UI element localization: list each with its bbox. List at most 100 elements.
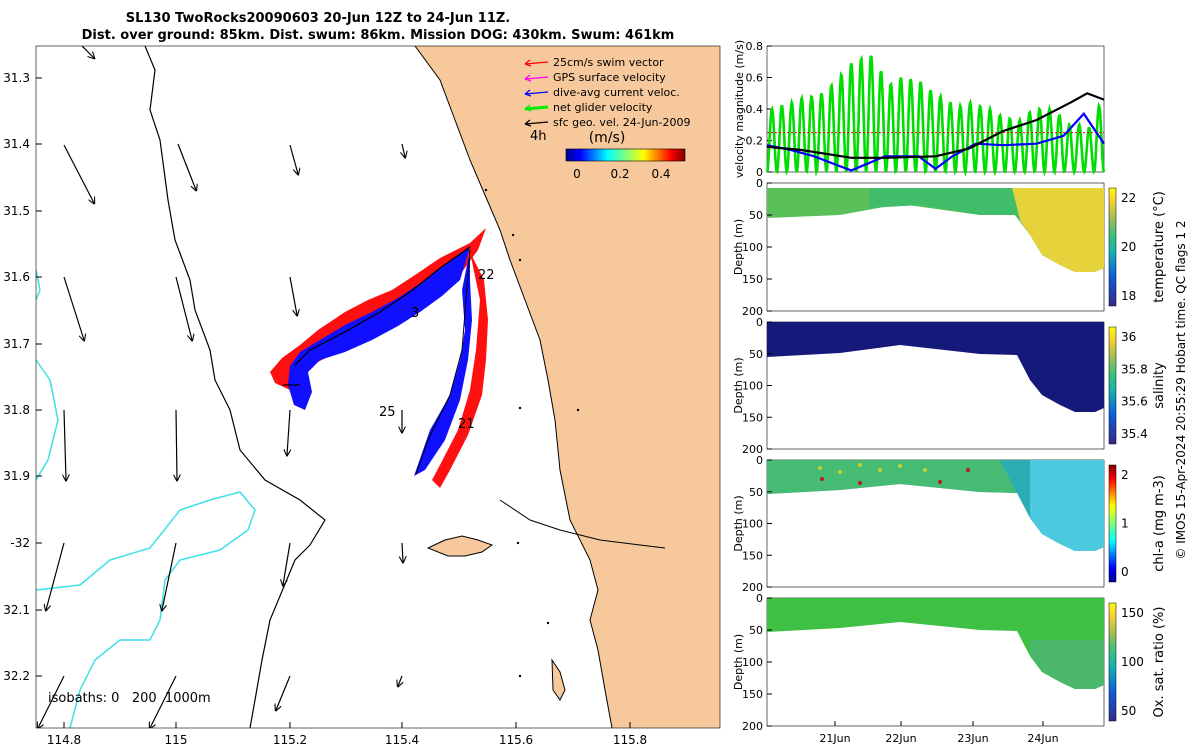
figure-title-line1: SL130 TwoRocks20090603 20-Jun 12Z to 24-…	[126, 11, 511, 26]
island	[426, 535, 494, 557]
colorbar-tick-label: 0	[1121, 565, 1129, 579]
velocity-plot: 0 0.2 0.4 0.6 0.8	[746, 40, 1106, 179]
map-xtick-label: 115.6	[499, 733, 533, 747]
land-area	[415, 46, 720, 728]
colorbar-tick-label: 20	[1121, 240, 1136, 254]
chl-section	[766, 459, 1105, 588]
day-label-22: 22	[478, 268, 495, 283]
chl-cyan	[1030, 460, 1104, 551]
map-axes: 114.8 115 115.2 115.4 115.6 115.8 31.3 31.4 31.5…	[3, 71, 647, 747]
map-xtick-label: 115.4	[385, 733, 419, 747]
velocity-ylabel: velocity magnitude (m/s)	[733, 40, 746, 178]
figure-title-line2: Dist. over ground: 85km. Dist. swum: 86k…	[82, 28, 675, 43]
colorbar-tick-label: 50	[1121, 704, 1136, 718]
colorbar-label: salinity	[1152, 362, 1167, 409]
time-tick-label: 21Jun	[819, 732, 850, 745]
glider-track	[270, 228, 488, 488]
colorbar-label: chl-a (mg m-3)	[1152, 475, 1167, 572]
colorbar-tick-label: 36	[1121, 330, 1136, 344]
track-line-north	[294, 246, 471, 366]
isobath-200	[144, 46, 326, 728]
track-line-south	[415, 249, 471, 475]
map-ytick-label: 31.7	[3, 337, 30, 351]
section-ytick-label: 50	[749, 624, 763, 637]
isobath-200-lower	[499, 499, 666, 549]
section-ytick-label: 0	[756, 592, 763, 605]
cbar-tick-0: 0	[573, 167, 581, 181]
speed-colorbar	[565, 148, 686, 162]
salinity-field	[767, 322, 1104, 412]
legend-swatch	[524, 61, 549, 65]
island-small	[551, 658, 566, 701]
oxygen-field	[767, 598, 1104, 689]
isobath-1000-b	[36, 359, 59, 481]
section-ytick-label: 0	[756, 454, 763, 467]
colorbar-label: Ox. sat. ratio (%)	[1152, 607, 1167, 718]
map-ytick-label: 31.3	[3, 71, 30, 85]
legend-label: sfc geo. vel. 24-Jun-2009	[553, 116, 690, 129]
oxygen-lower	[1030, 640, 1104, 689]
salinity-section	[766, 321, 1105, 450]
cbar-tick-1: 0.2	[610, 167, 629, 181]
colorbar-tick-label: 35.4	[1121, 427, 1148, 441]
colorbar-tick-label: 18	[1121, 289, 1136, 303]
section-colorbar	[1108, 326, 1117, 445]
section-ytick-label: 100	[742, 518, 763, 531]
colorbar-tick-label: 35.8	[1121, 362, 1148, 376]
colorbar-tick-label: 150	[1121, 606, 1144, 620]
section-colorbar	[1108, 602, 1117, 722]
time-marker: 4h	[530, 129, 547, 144]
day-label-25: 25	[379, 405, 396, 420]
temperature-warm-tail	[1012, 188, 1104, 272]
section-ytick-label: 100	[742, 241, 763, 254]
vel-ytick-label: 0	[756, 166, 763, 179]
geo-velocity-arrows	[38, 46, 405, 728]
time-tick-label: 23Jun	[957, 732, 988, 745]
section-ytick-label: 150	[742, 273, 763, 286]
section-ylabel: Depth (m)	[732, 634, 745, 690]
section-ytick-label: 50	[749, 209, 763, 222]
section-ytick-label: 50	[749, 486, 763, 499]
map-xtick-label: 115.8	[613, 733, 647, 747]
colorbar-tick-label: 35.6	[1121, 395, 1148, 409]
legend-arrowhead	[524, 119, 532, 127]
map-ytick-label: 31.4	[3, 137, 30, 151]
section-ytick-label: 200	[742, 720, 763, 733]
section-ytick-label: 200	[742, 581, 763, 594]
section-colorbar	[1108, 187, 1117, 307]
section-ytick-label: 150	[742, 688, 763, 701]
vel-ytick-label: 0.2	[746, 135, 764, 148]
credit-text: © IMOS 15-Apr-2024 20:55:29 Hobart time.…	[1174, 220, 1188, 559]
legend-arrowhead	[524, 89, 532, 97]
chl-green	[767, 460, 1017, 494]
section-colorbar	[1108, 464, 1117, 583]
map-ytick-label: 31.6	[3, 270, 30, 284]
legend-swatch	[524, 121, 549, 125]
section-ytick-label: 0	[756, 177, 763, 190]
swim-vector-fringe-south	[432, 252, 488, 488]
colorbar-tick-label: 2	[1121, 468, 1129, 482]
current-band-north	[288, 247, 470, 410]
legend-label: dive-avg current veloc.	[553, 86, 680, 99]
dive-avg-current-line	[766, 111, 1105, 172]
legend-swatch	[524, 76, 549, 80]
section-ytick-label: 150	[742, 411, 763, 424]
map-xtick-label: 115	[165, 733, 188, 747]
vel-ytick-label: 0.8	[746, 40, 764, 53]
section-ylabel: Depth (m)	[732, 357, 745, 413]
cbar-tick-2: 0.4	[651, 167, 670, 181]
coastline	[414, 46, 613, 728]
colorbar-label: temperature (°C)	[1152, 191, 1167, 303]
section-ytick-label: 100	[742, 380, 763, 393]
map-xtick-label: 115.2	[273, 733, 307, 747]
map-xtick-label: 114.8	[47, 733, 81, 747]
section-ylabel: Depth (m)	[732, 495, 745, 551]
map-frame	[35, 45, 721, 729]
colorbar-tick-label: 22	[1121, 191, 1136, 205]
section-ytick-label: 0	[756, 316, 763, 329]
legend-arrowhead	[524, 59, 532, 67]
section-ytick-label: 200	[742, 443, 763, 456]
